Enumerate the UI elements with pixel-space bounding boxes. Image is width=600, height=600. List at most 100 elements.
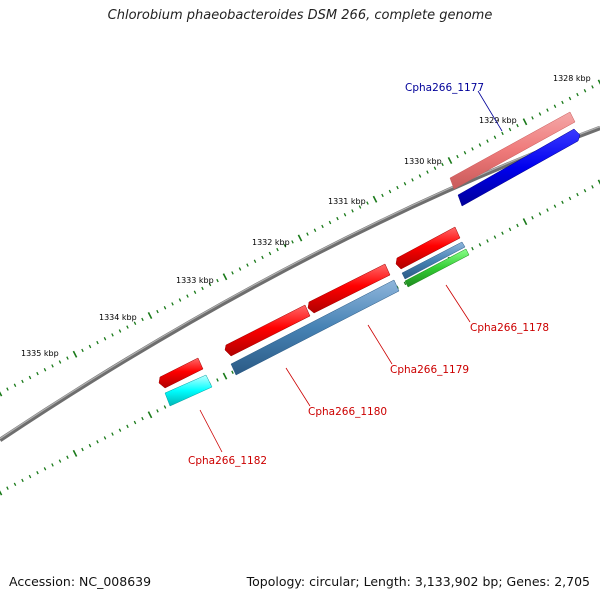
outer-tick <box>186 294 189 298</box>
outer-tick <box>6 387 9 391</box>
inner-tick <box>231 370 234 374</box>
outer-tick <box>246 263 249 267</box>
inner-tick <box>553 204 557 208</box>
inner-tick <box>597 179 600 185</box>
inner-tick <box>163 405 167 409</box>
outer-tick <box>538 112 542 116</box>
inner-tick <box>508 227 512 232</box>
outer-tick <box>546 108 549 112</box>
reverse-strand-genes <box>164 128 581 407</box>
inner-tick <box>576 192 579 197</box>
outer-tick <box>561 100 564 105</box>
gene-label-cpha266-1182[interactable]: Cpha266_1182 <box>188 455 267 467</box>
gene-cpha266-1178-steel[interactable] <box>401 241 466 280</box>
outer-tick <box>306 232 309 236</box>
gene-label-cpha266-1179[interactable]: Cpha266_1179 <box>390 364 469 376</box>
outer-tick <box>72 350 78 358</box>
outer-tick <box>426 170 429 174</box>
gene-forward-b[interactable] <box>307 263 391 314</box>
outer-tick <box>231 271 234 275</box>
inner-tick <box>28 474 32 479</box>
outer-tick <box>141 317 144 322</box>
outer-tick <box>96 340 99 345</box>
gene-cpha266-1177[interactable] <box>449 111 576 190</box>
outer-tick <box>381 193 384 198</box>
gene-cpha266-1179[interactable] <box>230 279 400 376</box>
gene-forward-c[interactable] <box>224 304 311 357</box>
forward-strand-genes <box>158 111 576 389</box>
tick-label-1332: 1332 kbp <box>252 238 290 247</box>
outer-tick <box>501 131 504 136</box>
tick-label-1330: 1330 kbp <box>404 157 442 166</box>
outer-tick <box>291 240 294 244</box>
inner-tick <box>118 428 122 432</box>
inner-tick <box>58 459 62 463</box>
tick-label-1328: 1328 kbp <box>553 74 591 83</box>
outer-tick <box>28 375 32 380</box>
outer-tick <box>493 135 497 139</box>
outer-tick-ring <box>0 79 600 397</box>
outer-tick <box>268 251 272 256</box>
outer-tick <box>193 290 197 294</box>
inner-tick <box>516 223 519 228</box>
outer-tick <box>351 209 354 213</box>
outer-tick <box>133 321 137 325</box>
outer-tick <box>103 337 107 341</box>
outer-tick <box>321 224 324 229</box>
gene-blue-reverse[interactable] <box>457 128 581 207</box>
gene-label-cpha266-1180[interactable]: Cpha266_1180 <box>308 406 387 418</box>
outer-tick <box>396 185 399 190</box>
gene-cpha266-1182[interactable] <box>164 374 213 407</box>
inner-tick <box>591 185 594 189</box>
inner-tick <box>478 243 482 247</box>
gene-cpha266-1178[interactable] <box>404 248 470 288</box>
outer-tick <box>522 118 528 126</box>
outer-tick <box>403 182 407 186</box>
inner-tick <box>111 432 114 436</box>
inner-tick <box>21 478 24 483</box>
outer-tick <box>253 259 257 263</box>
gene-forward-a[interactable] <box>395 226 461 270</box>
inner-tick <box>43 467 47 471</box>
outer-tick <box>118 329 122 333</box>
map-title: Chlorobium phaeobacteroides DSM 266, com… <box>107 8 493 23</box>
inner-tick <box>0 490 3 496</box>
inner-tick <box>13 482 17 486</box>
outer-tick <box>456 154 459 159</box>
inner-tick <box>222 372 228 380</box>
outer-tick <box>163 306 167 310</box>
outer-tick <box>358 205 362 209</box>
outer-tick <box>66 356 69 360</box>
inner-tick <box>471 246 474 251</box>
inner-tick <box>103 436 107 440</box>
outer-tick <box>313 228 317 232</box>
outer-tick <box>222 273 228 281</box>
inner-tick <box>126 424 129 429</box>
outer-tick <box>576 92 579 97</box>
outer-tick <box>0 391 3 397</box>
outer-tick <box>441 162 444 167</box>
inner-tick <box>6 486 9 490</box>
outer-tick <box>36 371 39 376</box>
outer-tick <box>591 85 594 89</box>
gene-label-cpha266-1178[interactable]: Cpha266_1178 <box>470 322 549 334</box>
outer-tick <box>216 278 219 283</box>
outer-tick <box>13 383 17 387</box>
outer-tick <box>486 139 489 143</box>
outer-tick <box>463 151 467 155</box>
inner-tick <box>546 208 549 212</box>
outer-tick <box>508 127 512 132</box>
outer-tick <box>297 234 303 242</box>
outer-tick <box>283 244 287 248</box>
inner-tick <box>216 378 219 382</box>
outer-tick <box>43 368 47 372</box>
gene-label-cpha266-1177[interactable]: Cpha266_1177 <box>405 82 484 94</box>
tick-label-1331: 1331 kbp <box>328 197 366 206</box>
gene-forward-d[interactable] <box>158 357 204 389</box>
inner-tick <box>66 455 69 459</box>
inner-tick <box>561 200 564 204</box>
inner-tick <box>486 239 489 243</box>
outer-tick <box>568 96 572 101</box>
outer-tick <box>238 267 242 271</box>
